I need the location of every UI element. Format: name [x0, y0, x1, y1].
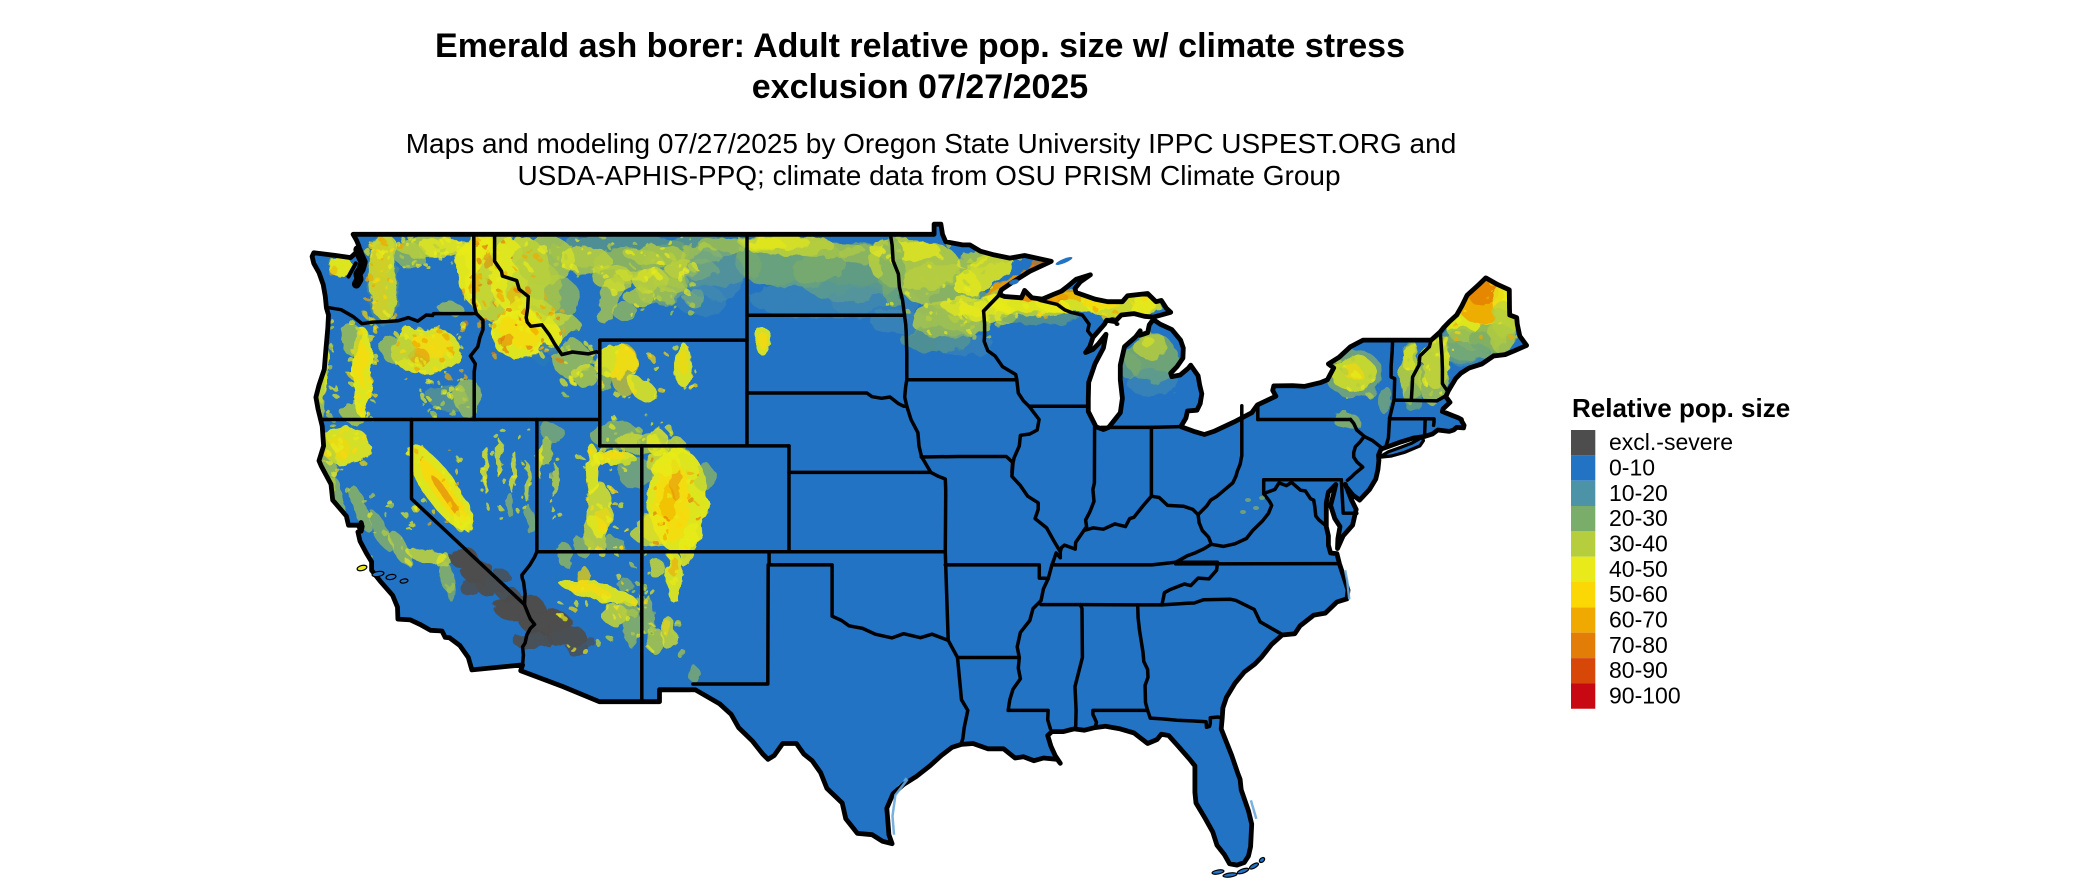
svg-text:excl.-severe: excl.-severe [1609, 429, 1733, 455]
svg-text:80-90: 80-90 [1609, 657, 1668, 683]
svg-text:90-100: 90-100 [1609, 683, 1681, 709]
svg-text:40-50: 40-50 [1609, 556, 1668, 582]
svg-text:50-60: 50-60 [1609, 581, 1668, 607]
svg-text:Relative pop. size: Relative pop. size [1572, 393, 1790, 423]
svg-text:exclusion 07/27/2025: exclusion 07/27/2025 [752, 68, 1088, 106]
svg-text:70-80: 70-80 [1609, 632, 1668, 658]
svg-text:10-20: 10-20 [1609, 480, 1668, 506]
svg-text:Maps and modeling 07/27/2025 b: Maps and modeling 07/27/2025 by Oregon S… [406, 128, 1457, 159]
svg-text:60-70: 60-70 [1609, 607, 1668, 633]
svg-text:30-40: 30-40 [1609, 531, 1668, 557]
svg-text:USDA-APHIS-PPQ; climate data f: USDA-APHIS-PPQ; climate data from OSU PR… [517, 160, 1340, 191]
svg-text:Emerald ash borer: Adult relat: Emerald ash borer: Adult relative pop. s… [435, 27, 1405, 65]
svg-text:20-30: 20-30 [1609, 505, 1668, 531]
svg-text:0-10: 0-10 [1609, 455, 1655, 481]
